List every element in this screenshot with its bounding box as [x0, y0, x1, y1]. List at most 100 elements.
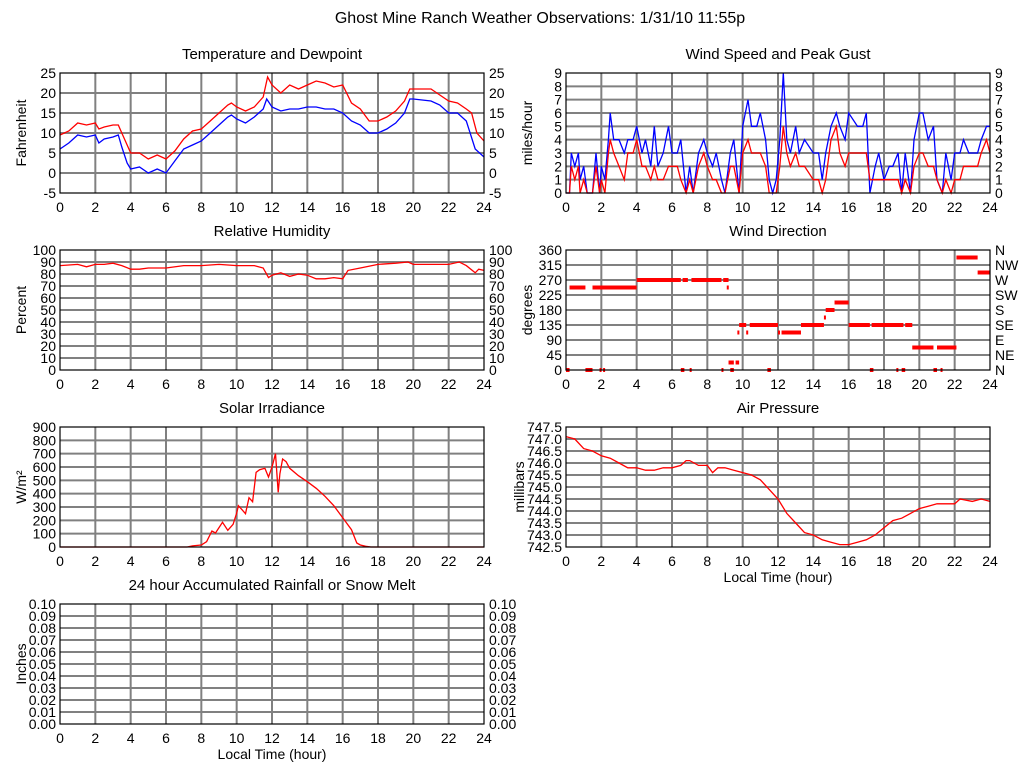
- y-tick-label: 180: [539, 302, 563, 318]
- right-tick-label: 5: [995, 118, 1003, 134]
- x-tick-label: 12: [770, 553, 786, 569]
- x-tick-label: 12: [264, 376, 280, 392]
- x-tick-label: 18: [370, 730, 386, 746]
- y-tick-label: 0.02: [29, 692, 56, 708]
- x-tick-label: 14: [806, 199, 822, 215]
- x-tick-label: 8: [197, 553, 205, 569]
- y-tick-label: 0: [48, 539, 56, 555]
- x-tick-label: 8: [703, 199, 711, 215]
- x-tick-label: 24: [476, 199, 492, 215]
- chart-title: Wind Direction: [729, 223, 827, 240]
- x-tick-label: 20: [406, 199, 422, 215]
- x-tick-label: 14: [300, 730, 316, 746]
- plot-frame: [59, 72, 485, 194]
- right-tick-label: 25: [489, 65, 505, 81]
- right-tick-label: 9: [995, 65, 1003, 81]
- x-tick-label: 8: [703, 376, 711, 392]
- direction-mark: [956, 255, 978, 260]
- right-tick-label: 0: [995, 185, 1003, 201]
- x-tick-label: 10: [229, 376, 245, 392]
- y-axis-label: miles/hour: [519, 100, 535, 165]
- y-tick-label: 743.5: [527, 515, 562, 531]
- x-tick-label: 0: [562, 553, 570, 569]
- y-tick-label: 100: [33, 242, 57, 258]
- x-tick-label: 18: [876, 553, 892, 569]
- x-tick-label: 4: [633, 553, 641, 569]
- right-tick-label: 80: [489, 266, 505, 282]
- direction-mark: [749, 323, 778, 327]
- x-tick-label: 10: [735, 376, 751, 392]
- x-tick-label: 8: [197, 376, 205, 392]
- y-tick-label: 0.03: [29, 680, 56, 696]
- x-tick-label: 16: [841, 553, 857, 569]
- direction-mark: [735, 360, 740, 365]
- right-tick-label: 2: [995, 158, 1003, 174]
- x-tick-label: 12: [264, 199, 280, 215]
- y-tick-label: 5: [554, 118, 562, 134]
- direction-mark: [977, 270, 990, 275]
- x-tick-label: 2: [91, 730, 99, 746]
- y-tick-label: 200: [33, 512, 57, 528]
- x-tick-label: 6: [162, 730, 170, 746]
- x-tick-label: 20: [912, 199, 928, 215]
- y-tick-label: 135: [539, 317, 563, 333]
- y-tick-label: 0: [554, 362, 562, 378]
- x-tick-label: 2: [597, 553, 605, 569]
- y-tick-label: 0.07: [29, 632, 56, 648]
- x-tick-label: 12: [264, 730, 280, 746]
- right-tick-label: SW: [995, 287, 1018, 303]
- right-tick-label: 5: [489, 145, 497, 161]
- x-tick-label: 20: [406, 376, 422, 392]
- x-tick-label: 24: [476, 376, 492, 392]
- x-tick-label: 4: [127, 730, 135, 746]
- right-tick-label: 6: [995, 105, 1003, 121]
- y-tick-label: 9: [554, 65, 562, 81]
- x-tick-label: 6: [162, 199, 170, 215]
- x-tick-label: 24: [982, 199, 998, 215]
- y-tick-label: 90: [546, 332, 562, 348]
- x-tick-label: 4: [127, 199, 135, 215]
- x-tick-label: 4: [633, 199, 641, 215]
- y-tick-label: 745.5: [527, 467, 562, 483]
- direction-mark: [682, 278, 688, 282]
- direction-mark: [592, 285, 637, 290]
- y-tick-label: 0: [554, 185, 562, 201]
- right-tick-label: 0.09: [489, 608, 516, 624]
- direction-mark: [912, 345, 934, 350]
- y-tick-label: 745.0: [527, 479, 562, 495]
- x-tick-label: 6: [668, 376, 676, 392]
- x-tick-label: 14: [806, 553, 822, 569]
- pressure-series-0: [565, 435, 991, 546]
- right-tick-label: 8: [995, 78, 1003, 94]
- y-tick-label: 8: [554, 78, 562, 94]
- chart-title: Air Pressure: [737, 400, 820, 417]
- right-tick-label: 70: [489, 278, 505, 294]
- right-tick-label: N: [995, 242, 1005, 258]
- wind-speed-series-0: [566, 72, 990, 196]
- y-tick-label: 45: [546, 347, 562, 363]
- plot-frame: [565, 249, 991, 371]
- x-tick-label: 2: [597, 376, 605, 392]
- y-tick-label: 2: [554, 158, 562, 174]
- direction-mark: [871, 323, 904, 327]
- solar-chart: 0 2 4 6 8 10 12 14 16 18 20 22 240100200300400500600…: [13, 400, 492, 569]
- right-tick-label: 20: [489, 338, 505, 354]
- y-tick-label: 744.5: [527, 491, 562, 507]
- right-tick-label: 50: [489, 302, 505, 318]
- x-tick-label: 2: [597, 199, 605, 215]
- x-tick-label: 22: [441, 376, 457, 392]
- y-tick-label: 400: [33, 486, 57, 502]
- y-tick-label: 800: [33, 432, 57, 448]
- x-tick-label: 24: [476, 553, 492, 569]
- right-tick-label: 0.03: [489, 680, 516, 696]
- chart-title: Temperature and Dewpoint: [182, 46, 363, 63]
- y-tick-label: 7: [554, 92, 562, 108]
- direction-mark: [781, 330, 801, 335]
- pressure-chart: 0 2 4 6 8 10 12 14 16 18 20 22 24742.5743.0743.5744.…: [511, 400, 998, 585]
- x-tick-label: 0: [56, 199, 64, 215]
- x-tick-label: 10: [229, 199, 245, 215]
- y-tick-label: 15: [40, 105, 56, 121]
- x-tick-label: 24: [982, 553, 998, 569]
- x-tick-label: 16: [841, 199, 857, 215]
- x-tick-label: 4: [633, 376, 641, 392]
